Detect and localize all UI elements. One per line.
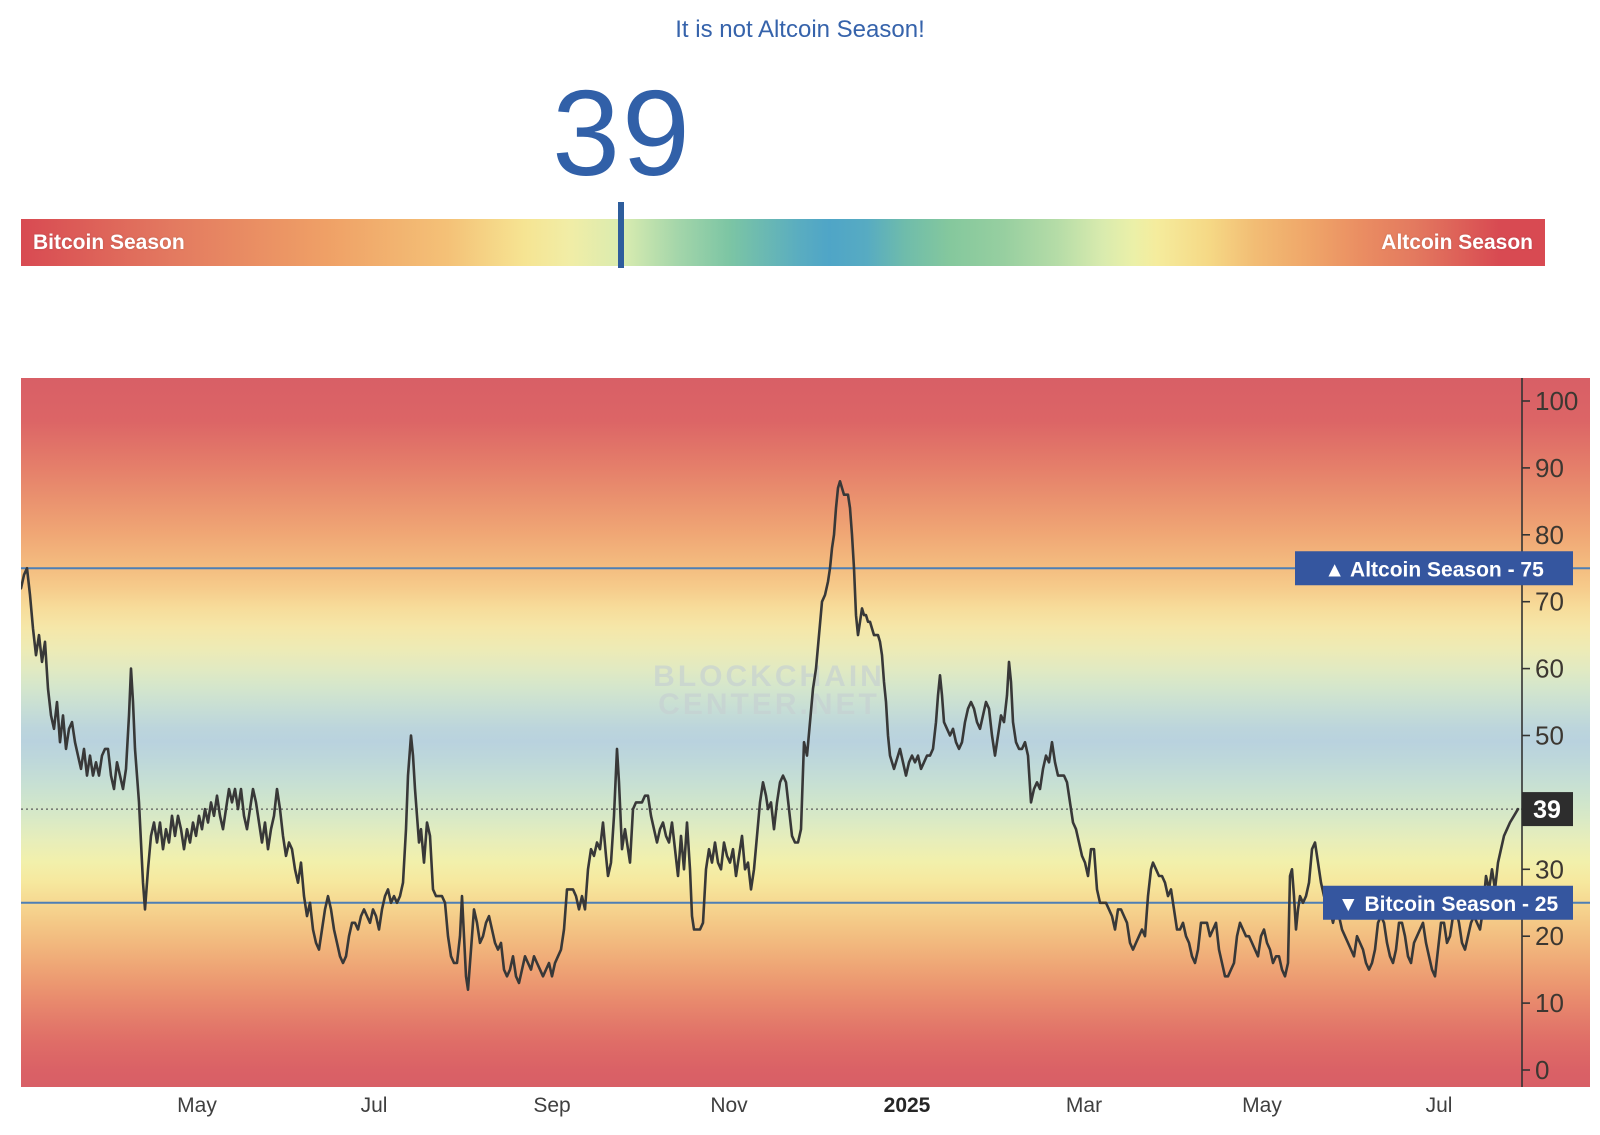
watermark-line1: BLOCKCHAIN	[653, 660, 885, 693]
y-axis-label: 50	[1535, 721, 1564, 751]
y-axis-label: 30	[1535, 854, 1564, 884]
current-value-tag	[1522, 792, 1573, 827]
gauge-label-altcoin-season: Altcoin Season	[1381, 230, 1533, 254]
gauge-label-bitcoin-season: Bitcoin Season	[33, 230, 185, 254]
y-axis-label: 70	[1535, 587, 1564, 617]
y-axis-label: 100	[1535, 386, 1578, 416]
x-axis-label: Nov	[710, 1094, 748, 1117]
y-axis-label: 0	[1535, 1055, 1549, 1085]
y-axis-label: 80	[1535, 520, 1564, 550]
status-text: It is not Altcoin Season!	[675, 16, 925, 43]
chart-svg: BLOCKCHAINCENTER.NET01020304050607080901…	[21, 378, 1590, 1087]
current-value-tag-label: 39	[1533, 796, 1561, 824]
x-axis-label: May	[177, 1094, 217, 1117]
x-axis-label: Jul	[360, 1094, 388, 1117]
y-axis-label: 90	[1535, 453, 1564, 483]
bitcoin-season-badge	[1323, 885, 1573, 920]
index-history-chart: BLOCKCHAINCENTER.NET01020304050607080901…	[21, 378, 1590, 1087]
y-axis-label: 20	[1535, 921, 1564, 951]
y-axis-label: 10	[1535, 988, 1564, 1018]
x-axis-label: May	[1242, 1094, 1282, 1117]
x-axis-label: Sep	[533, 1094, 571, 1117]
index-line	[21, 480, 1520, 992]
watermark-line2: CENTER.NET	[658, 688, 880, 721]
gauge-marker	[618, 202, 625, 268]
index-value: 39	[552, 65, 692, 201]
x-axis-label: Jul	[1425, 1094, 1453, 1117]
altcoin-season-badge-label: ▲ Altcoin Season - 75	[1324, 558, 1544, 581]
season-gauge: Bitcoin Season Altcoin Season	[21, 202, 1545, 268]
x-axis-label: 2025	[883, 1094, 931, 1117]
altcoin-season-badge	[1295, 551, 1573, 586]
x-axis-labels: May Jul Sep Nov 2025 Mar May Jul	[21, 1094, 1590, 1128]
bitcoin-season-badge-label: ▼ Bitcoin Season - 25	[1338, 893, 1559, 916]
x-axis-label: Mar	[1065, 1094, 1103, 1117]
y-axis-label: 60	[1535, 654, 1564, 684]
